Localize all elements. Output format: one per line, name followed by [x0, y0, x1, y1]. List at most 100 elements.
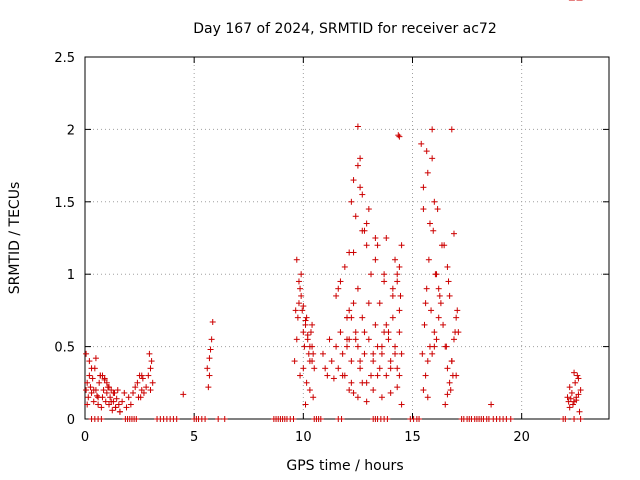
- data-point: [365, 206, 372, 213]
- data-point: [301, 343, 308, 350]
- data-point: [335, 285, 342, 292]
- data-point: [209, 318, 216, 325]
- data-point: [361, 227, 368, 234]
- data-point: [149, 379, 156, 386]
- data-point: [378, 350, 385, 357]
- data-point: [389, 314, 396, 321]
- data-point: [205, 384, 212, 391]
- data-point: [452, 329, 459, 336]
- data-point: [125, 394, 132, 401]
- data-point: [440, 321, 447, 328]
- data-point: [140, 389, 147, 396]
- data-point: [339, 372, 346, 379]
- data-point: [330, 375, 337, 382]
- data-point: [394, 278, 401, 285]
- data-point: [127, 401, 134, 408]
- data-point: [357, 358, 364, 365]
- data-point: [438, 242, 445, 249]
- data-point: [103, 379, 110, 386]
- data-point: [395, 132, 402, 139]
- data-point: [98, 416, 105, 422]
- data-point: [430, 227, 437, 234]
- data-point: [84, 379, 91, 386]
- data-point: [423, 148, 430, 155]
- data-point: [338, 416, 345, 422]
- data-point: [429, 155, 436, 162]
- data-point: [387, 365, 394, 372]
- data-point: [290, 416, 297, 422]
- data-point: [577, 387, 584, 394]
- data-point: [564, 394, 571, 401]
- data-point: [92, 355, 99, 362]
- data-point: [446, 379, 453, 386]
- data-point: [293, 336, 300, 343]
- data-point: [206, 372, 213, 379]
- data-point: [359, 191, 366, 198]
- data-point: [333, 343, 340, 350]
- data-point: [394, 365, 401, 372]
- data-point: [363, 398, 370, 405]
- data-point: [363, 242, 370, 249]
- data-point: [310, 350, 317, 357]
- data-point: [333, 292, 340, 299]
- data-point: [568, 389, 575, 396]
- data-point: [450, 230, 457, 237]
- data-point: [143, 384, 150, 391]
- data-point: [384, 416, 391, 422]
- data-point: [292, 307, 299, 314]
- data-point: [328, 358, 335, 365]
- data-point: [370, 350, 377, 357]
- data-point: [397, 292, 404, 299]
- data-point: [392, 350, 399, 357]
- data-point: [86, 358, 93, 365]
- y-axis-title: SRMTID / TECUs: [7, 182, 23, 295]
- data-point: [577, 416, 584, 422]
- data-point: [298, 292, 305, 299]
- data-point: [357, 155, 364, 162]
- data-point: [363, 220, 370, 227]
- data-point: [114, 387, 121, 394]
- data-point: [352, 329, 359, 336]
- data-point: [562, 416, 569, 422]
- data-point: [361, 329, 368, 336]
- data-point: [416, 416, 423, 422]
- data-point: [110, 389, 117, 396]
- data-point: [341, 263, 348, 270]
- x-tick-label: 0: [81, 430, 89, 445]
- y-tick-label: 2.5: [54, 51, 75, 66]
- data-point: [293, 256, 300, 263]
- data-point: [348, 379, 355, 386]
- data-point: [433, 336, 440, 343]
- data-point: [83, 350, 90, 357]
- data-point: [424, 169, 431, 176]
- data-point: [376, 365, 383, 372]
- data-point: [370, 387, 377, 394]
- data-point: [383, 372, 390, 379]
- data-point: [387, 389, 394, 396]
- data-point: [383, 321, 390, 328]
- data-point: [507, 416, 514, 422]
- data-point: [372, 256, 379, 263]
- data-point: [372, 321, 379, 328]
- data-point: [420, 387, 427, 394]
- data-point: [109, 407, 116, 414]
- data-point: [424, 358, 431, 365]
- data-point: [337, 278, 344, 285]
- data-point: [208, 336, 215, 343]
- data-point: [350, 177, 357, 184]
- data-point: [396, 329, 403, 336]
- data-point: [448, 126, 455, 133]
- data-point: [431, 343, 438, 350]
- data-point: [396, 307, 403, 314]
- data-point: [294, 314, 301, 321]
- data-point: [389, 285, 396, 292]
- data-point: [389, 292, 396, 299]
- data-point: [445, 278, 452, 285]
- data-point: [394, 271, 401, 278]
- data-point: [374, 372, 381, 379]
- data-point: [368, 372, 375, 379]
- data-point: [337, 329, 344, 336]
- data-point: [433, 271, 440, 278]
- data-point: [130, 389, 137, 396]
- data-point: [102, 398, 109, 405]
